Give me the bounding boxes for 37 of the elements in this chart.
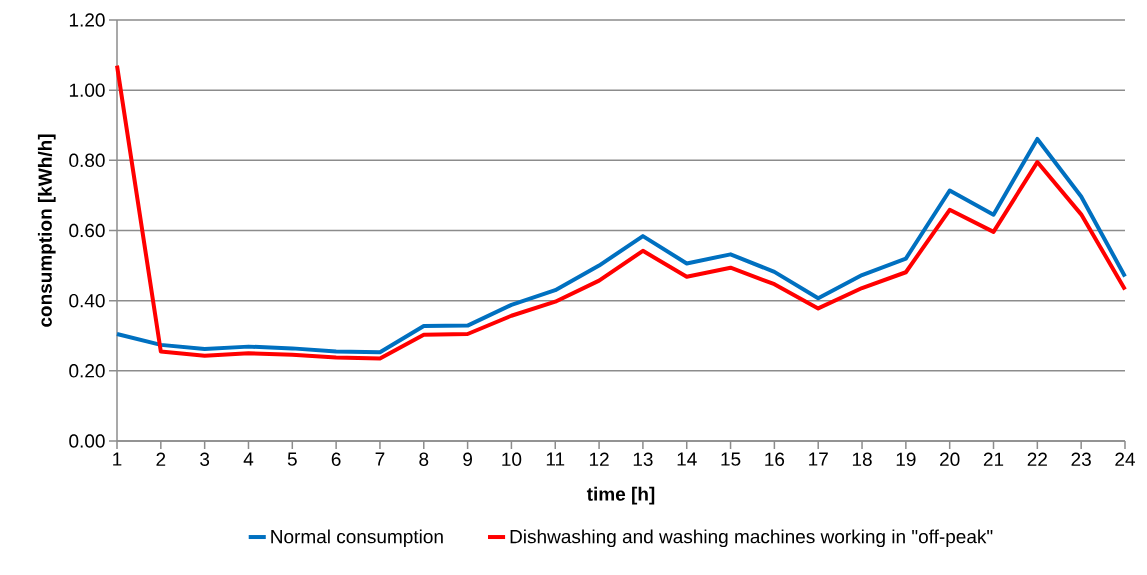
- x-tick-label: 10: [502, 452, 522, 466]
- x-tick-label: 14: [677, 452, 697, 466]
- legend-label: Normal consumption: [271, 529, 443, 548]
- y-tick-label: 0.60: [69, 223, 105, 238]
- x-axis-title: time [h]: [586, 486, 655, 505]
- x-tick-label: 2: [156, 452, 166, 466]
- line-series: [115, 63, 1127, 361]
- x-tick-label: 21: [983, 452, 1004, 466]
- x-tick-label: 5: [287, 452, 297, 466]
- x-tick-label: 17: [809, 452, 828, 466]
- x-tick-label: 7: [375, 452, 385, 466]
- legend-label: Dishwashing and washing machines working in "off-peak": [510, 529, 993, 548]
- x-tick-label: 19: [896, 452, 916, 466]
- y-axis-title: consumption [kWh/h]: [37, 134, 56, 327]
- y-tick-label: 0.40: [69, 293, 105, 308]
- x-tick-label: 6: [331, 452, 341, 466]
- y-tick-label: 0.00: [69, 434, 105, 448]
- x-tick-label: 16: [765, 452, 785, 466]
- x-tick-label: 22: [1027, 452, 1047, 466]
- x-tick-label: 23: [1071, 452, 1091, 466]
- x-tick-label: 12: [589, 452, 609, 466]
- x-tick-label: 18: [852, 452, 872, 466]
- x-tick-label: 15: [721, 452, 741, 466]
- y-tick-label: 1.20: [69, 13, 105, 27]
- x-tick-label: 13: [633, 452, 653, 466]
- y-tick-label: 1.00: [69, 83, 105, 97]
- x-tick-label: 20: [940, 452, 960, 466]
- y-tick-label: 0.80: [69, 153, 105, 168]
- y-tick-label: 0.20: [69, 364, 105, 378]
- x-tick-label: 1: [113, 452, 122, 466]
- x-tick-label: 9: [463, 452, 472, 466]
- x-tick-label: 4: [243, 452, 254, 466]
- x-tick-label: 3: [200, 452, 210, 466]
- line-series: [115, 136, 1127, 355]
- x-tick-label: 11: [546, 452, 565, 466]
- x-tick-label: 8: [419, 452, 429, 466]
- x-tick-label: 24: [1115, 452, 1135, 466]
